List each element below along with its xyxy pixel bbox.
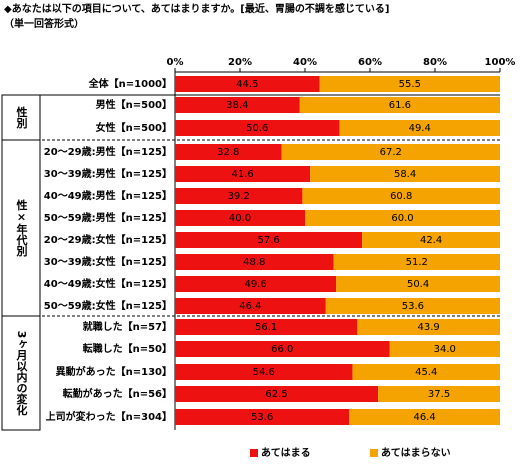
value-label: 42.4: [420, 235, 442, 246]
legend-swatch: [370, 449, 378, 457]
bar-segment: [175, 254, 334, 270]
x-tick-label: 20%: [228, 57, 252, 68]
value-label: 62.5: [265, 389, 287, 400]
value-label: 66.0: [271, 344, 293, 355]
category-label: 40～49歳:女性【n=125】: [44, 277, 172, 290]
x-tick-label: 0%: [167, 57, 184, 68]
legend-label: あてはまらない: [381, 446, 451, 459]
value-label: 37.5: [428, 389, 450, 400]
value-label: 53.6: [251, 412, 273, 423]
value-label: 45.4: [415, 367, 437, 378]
bar-segment: [175, 364, 353, 380]
bar-segment: [175, 276, 337, 292]
bar-segment: [339, 120, 500, 136]
category-label: 50～59歳:男性【n=125】: [44, 211, 172, 224]
bar-segment: [319, 76, 500, 92]
bar-segment: [357, 319, 500, 335]
group-label: 性別: [15, 105, 29, 129]
category-label: 上司が変わった【n=304】: [46, 410, 172, 423]
value-label: 56.1: [255, 322, 277, 333]
bar-segment: [175, 166, 311, 182]
value-label: 50.6: [246, 123, 268, 134]
category-label: 女性【n=500】: [96, 121, 172, 134]
chart-title: ◆あなたは以下の項目について、あてはまりますか。[最近、胃腸の不調を感じている]: [4, 2, 389, 15]
value-label: 60.8: [390, 191, 412, 202]
value-label: 48.8: [243, 257, 265, 268]
value-label: 61.6: [389, 100, 411, 111]
value-label: 49.4: [409, 123, 431, 134]
value-label: 40.0: [229, 213, 251, 224]
bar-segment: [175, 341, 390, 357]
category-label: 50～59歳:女性【n=125】: [44, 299, 172, 312]
category-label: 転勤があった【n=56】: [63, 387, 172, 400]
group-box: [1, 315, 41, 431]
value-label: 60.0: [391, 213, 413, 224]
value-label: 46.4: [413, 412, 435, 423]
chart-subtitle: （単一回答形式）: [4, 17, 84, 30]
value-label: 34.0: [434, 344, 456, 355]
bar-segment: [389, 341, 500, 357]
bar-segment: [362, 232, 500, 248]
category-label: 30～39歳:女性【n=125】: [44, 255, 172, 268]
bar-segment: [310, 166, 500, 182]
x-tick-label: 100%: [485, 57, 516, 68]
bar-segment: [333, 254, 500, 270]
value-label: 46.4: [239, 301, 261, 312]
x-tick-label: 80%: [423, 57, 447, 68]
bar-segment: [175, 319, 358, 335]
bar-segment: [299, 97, 500, 113]
category-label: 30～39歳:男性【n=125】: [44, 167, 172, 180]
category-label: 20～29歳:女性【n=125】: [44, 233, 172, 246]
value-label: 51.2: [406, 257, 428, 268]
value-label: 54.6: [253, 367, 275, 378]
category-label: 異動があった【n=130】: [56, 365, 172, 378]
bar-segment: [281, 144, 500, 160]
bar-segment: [175, 144, 282, 160]
value-label: 49.6: [244, 279, 266, 290]
bar-segment: [302, 188, 500, 204]
value-label: 32.8: [217, 147, 239, 158]
value-label: 39.2: [228, 191, 250, 202]
value-label: 67.2: [380, 147, 402, 158]
x-tick-label: 60%: [358, 57, 382, 68]
bar-segment: [352, 364, 500, 380]
category-label: 転職した【n=50】: [83, 342, 172, 355]
value-label: 55.5: [399, 79, 421, 90]
value-label: 44.5: [236, 79, 258, 90]
category-label: 就職した【n=57】: [83, 320, 172, 333]
bar-segment: [305, 210, 500, 226]
bar-segment: [325, 298, 500, 314]
group-label: 3ヶ月以内の変化: [15, 331, 29, 416]
group-label: 性×年代別: [15, 198, 29, 257]
category-label: 20～29歳:男性【n=125】: [44, 145, 172, 158]
bar-segment: [175, 120, 340, 136]
value-label: 50.4: [407, 279, 429, 290]
bar-segment: [175, 76, 320, 92]
bar-segment: [336, 276, 500, 292]
category-label: 男性【n=500】: [96, 98, 172, 111]
bar-segment: [349, 409, 500, 425]
bar-segment: [175, 386, 379, 402]
bar-segment: [175, 188, 303, 204]
value-label: 57.6: [257, 235, 279, 246]
value-label: 43.9: [418, 322, 440, 333]
value-label: 53.6: [402, 301, 424, 312]
legend-label: あてはまる: [261, 446, 311, 459]
category-label: 40～49歳:男性【n=125】: [44, 189, 172, 202]
value-label: 41.6: [231, 169, 253, 180]
bar-segment: [175, 210, 305, 226]
x-tick-label: 40%: [293, 57, 317, 68]
bar-segment: [175, 232, 363, 248]
bar-segment: [175, 298, 326, 314]
bar-segment: [175, 97, 300, 113]
value-label: 38.4: [226, 100, 248, 111]
category-label: 全体【n=1000】: [88, 77, 172, 90]
bar-segment: [378, 386, 500, 402]
legend-swatch: [250, 449, 258, 457]
bar-segment: [175, 409, 350, 425]
value-label: 58.4: [394, 169, 416, 180]
